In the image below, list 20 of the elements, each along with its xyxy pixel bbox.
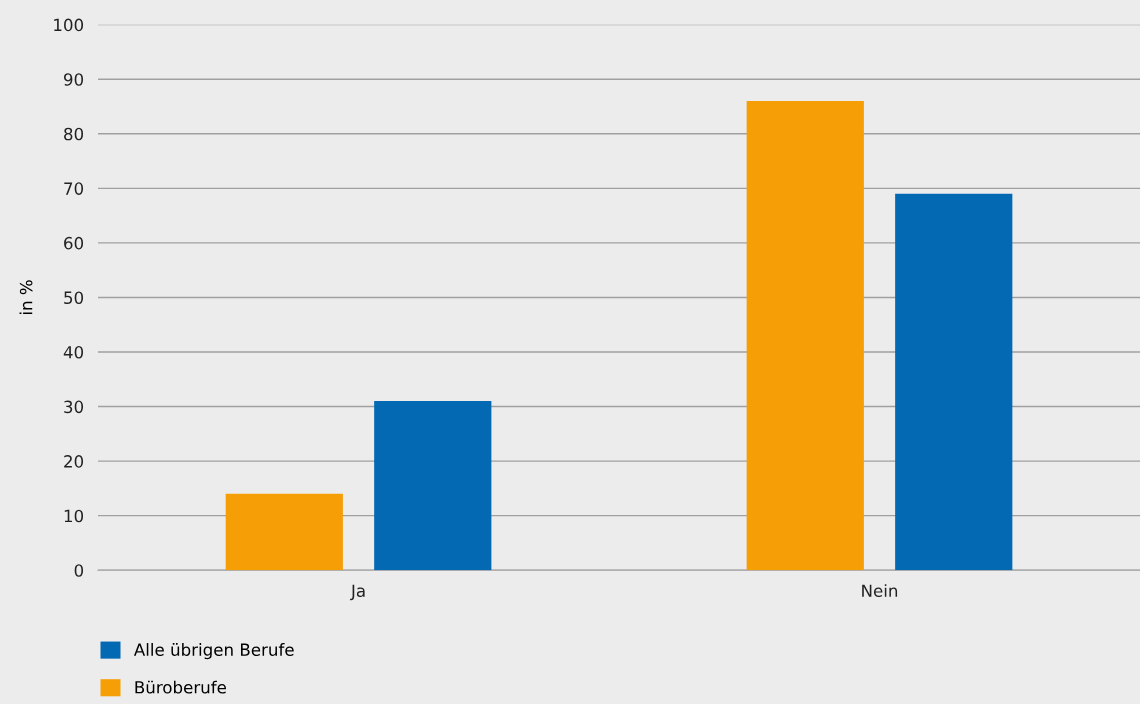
y-tick-label: 70	[64, 182, 84, 195]
y-tick-label: 100	[54, 18, 84, 32]
legend-label: Alle übrigen Berufe	[133, 643, 294, 660]
x-tick-label: Nein	[862, 584, 898, 598]
y-tick-label: 50	[64, 291, 84, 305]
y-tick-label: 80	[64, 127, 84, 141]
y-tick-label: 0	[74, 564, 84, 577]
bar	[895, 193, 1013, 571]
y-tick-label: 20	[64, 455, 84, 468]
bar	[746, 101, 864, 571]
bar	[225, 493, 343, 571]
y-axis-title: in %	[19, 280, 33, 315]
bar	[374, 401, 492, 571]
y-tick-label: 60	[64, 236, 84, 250]
y-tick-label: 30	[64, 400, 84, 414]
y-tick-label: 90	[63, 73, 84, 86]
y-tick-label: 10	[64, 509, 84, 523]
legend-label: Büroberufe	[135, 680, 226, 694]
y-tick-label: 40	[63, 345, 84, 359]
x-tick-label: Ja	[350, 584, 365, 601]
